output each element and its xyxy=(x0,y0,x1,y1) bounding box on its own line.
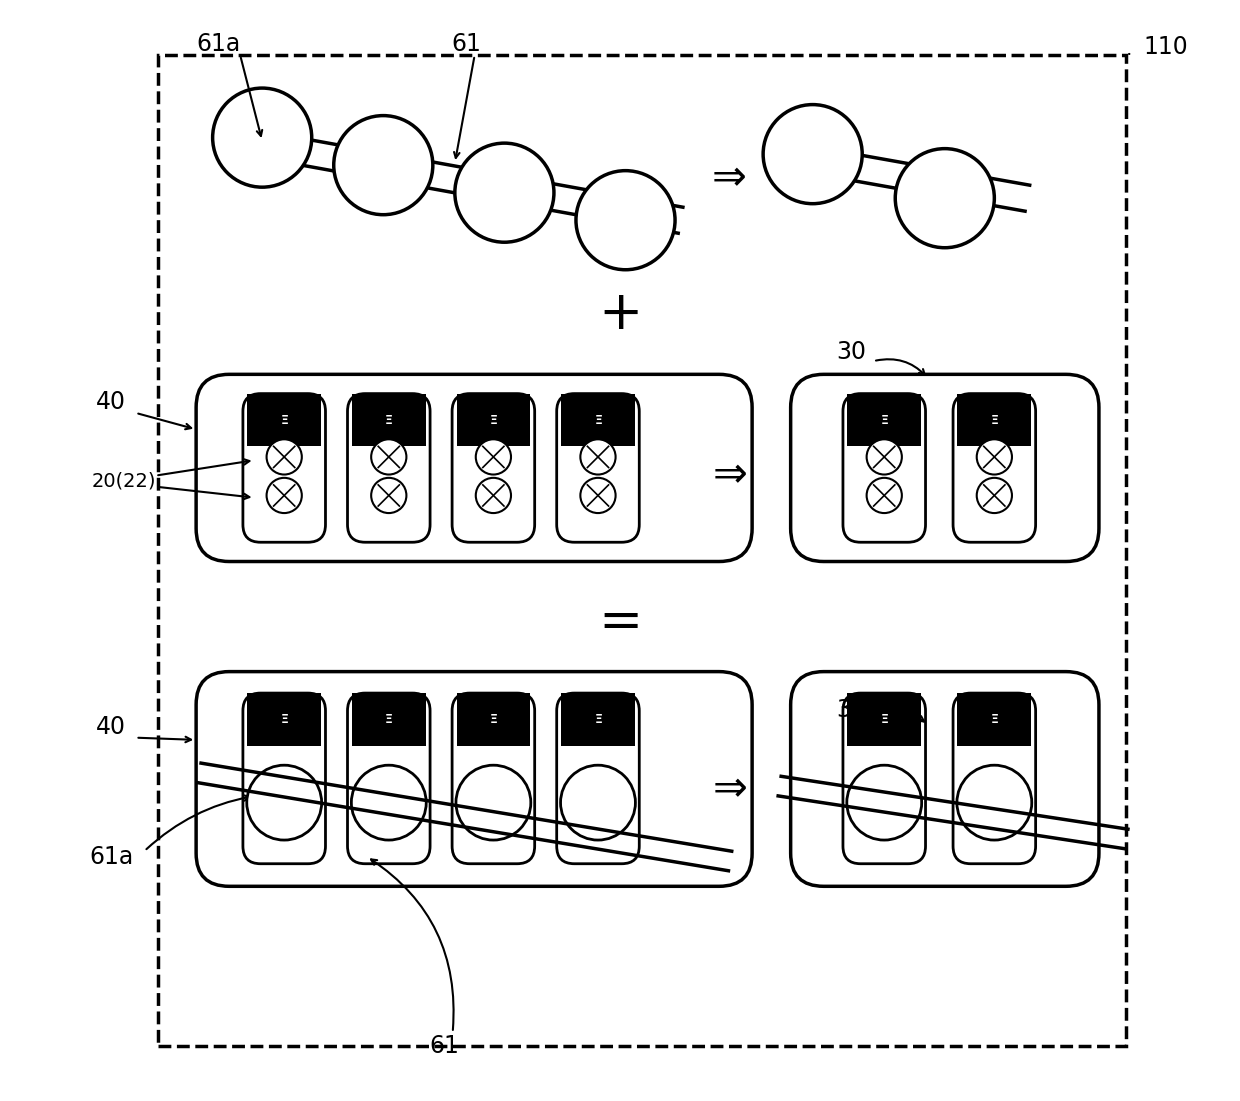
FancyBboxPatch shape xyxy=(954,694,1035,863)
FancyBboxPatch shape xyxy=(243,694,325,863)
FancyBboxPatch shape xyxy=(196,374,753,562)
Text: $\mathbf{\Xi}$: $\mathbf{\Xi}$ xyxy=(990,713,998,726)
Bar xyxy=(847,394,921,447)
Bar xyxy=(247,694,321,746)
Circle shape xyxy=(212,88,311,187)
FancyBboxPatch shape xyxy=(453,394,534,543)
FancyBboxPatch shape xyxy=(843,694,925,863)
Circle shape xyxy=(351,765,427,840)
Circle shape xyxy=(957,765,1032,840)
Bar xyxy=(560,694,635,746)
Text: =: = xyxy=(598,596,642,648)
FancyBboxPatch shape xyxy=(843,394,925,543)
Circle shape xyxy=(267,439,301,475)
FancyBboxPatch shape xyxy=(157,55,1126,1046)
Text: 61: 61 xyxy=(451,32,481,56)
Circle shape xyxy=(476,439,511,475)
Text: $\mathbf{\Xi}$: $\mathbf{\Xi}$ xyxy=(990,414,998,426)
Text: 110: 110 xyxy=(1143,35,1188,59)
Text: 30: 30 xyxy=(836,340,867,364)
FancyBboxPatch shape xyxy=(791,672,1099,886)
Text: 40: 40 xyxy=(97,390,126,414)
Text: $\mathbf{\Xi}$: $\mathbf{\Xi}$ xyxy=(280,713,289,726)
Circle shape xyxy=(763,105,862,204)
Text: $\mathbf{\Xi}$: $\mathbf{\Xi}$ xyxy=(880,414,889,426)
Text: 61a: 61a xyxy=(196,32,241,56)
Text: 40: 40 xyxy=(97,715,126,739)
Circle shape xyxy=(867,478,901,513)
Bar xyxy=(456,694,531,746)
Circle shape xyxy=(371,439,407,475)
FancyBboxPatch shape xyxy=(453,694,534,863)
Text: 30: 30 xyxy=(836,698,867,722)
Circle shape xyxy=(267,478,301,513)
Text: 61: 61 xyxy=(429,1034,459,1058)
Circle shape xyxy=(371,478,407,513)
Circle shape xyxy=(247,765,321,840)
FancyBboxPatch shape xyxy=(196,672,753,886)
Text: $\mathbf{\Xi}$: $\mathbf{\Xi}$ xyxy=(880,713,889,726)
Circle shape xyxy=(847,765,921,840)
Text: $\mathbf{\Xi}$: $\mathbf{\Xi}$ xyxy=(384,414,393,426)
Bar xyxy=(352,394,425,447)
Text: $\Rightarrow$: $\Rightarrow$ xyxy=(704,453,748,494)
FancyBboxPatch shape xyxy=(243,394,325,543)
Circle shape xyxy=(895,149,994,248)
Circle shape xyxy=(455,143,554,242)
FancyBboxPatch shape xyxy=(557,694,640,863)
Circle shape xyxy=(977,478,1012,513)
Bar xyxy=(957,394,1032,447)
Text: 61a: 61a xyxy=(89,844,134,869)
Circle shape xyxy=(867,439,901,475)
Bar xyxy=(560,394,635,447)
FancyBboxPatch shape xyxy=(954,394,1035,543)
FancyBboxPatch shape xyxy=(347,394,430,543)
FancyBboxPatch shape xyxy=(347,694,430,863)
Bar xyxy=(957,694,1032,746)
Circle shape xyxy=(560,765,635,840)
Circle shape xyxy=(334,116,433,215)
FancyBboxPatch shape xyxy=(557,394,640,543)
Circle shape xyxy=(456,765,531,840)
Text: $\mathbf{\Xi}$: $\mathbf{\Xi}$ xyxy=(384,713,393,726)
Bar xyxy=(456,394,531,447)
Text: $\Rightarrow$: $\Rightarrow$ xyxy=(704,766,748,808)
Text: $\mathbf{\Xi}$: $\mathbf{\Xi}$ xyxy=(489,414,497,426)
Circle shape xyxy=(580,439,615,475)
Circle shape xyxy=(476,478,511,513)
Bar xyxy=(352,694,425,746)
Bar xyxy=(247,394,321,447)
Circle shape xyxy=(580,478,615,513)
Text: $\mathbf{\Xi}$: $\mathbf{\Xi}$ xyxy=(594,713,603,726)
Text: 20(22): 20(22) xyxy=(92,471,156,491)
Bar xyxy=(847,694,921,746)
Circle shape xyxy=(575,171,675,270)
Text: $\Rightarrow$: $\Rightarrow$ xyxy=(703,155,746,197)
Text: $\mathbf{\Xi}$: $\mathbf{\Xi}$ xyxy=(280,414,289,426)
Text: $\mathbf{\Xi}$: $\mathbf{\Xi}$ xyxy=(594,414,603,426)
Text: +: + xyxy=(598,287,642,340)
Circle shape xyxy=(977,439,1012,475)
FancyBboxPatch shape xyxy=(791,374,1099,562)
Text: $\mathbf{\Xi}$: $\mathbf{\Xi}$ xyxy=(489,713,497,726)
